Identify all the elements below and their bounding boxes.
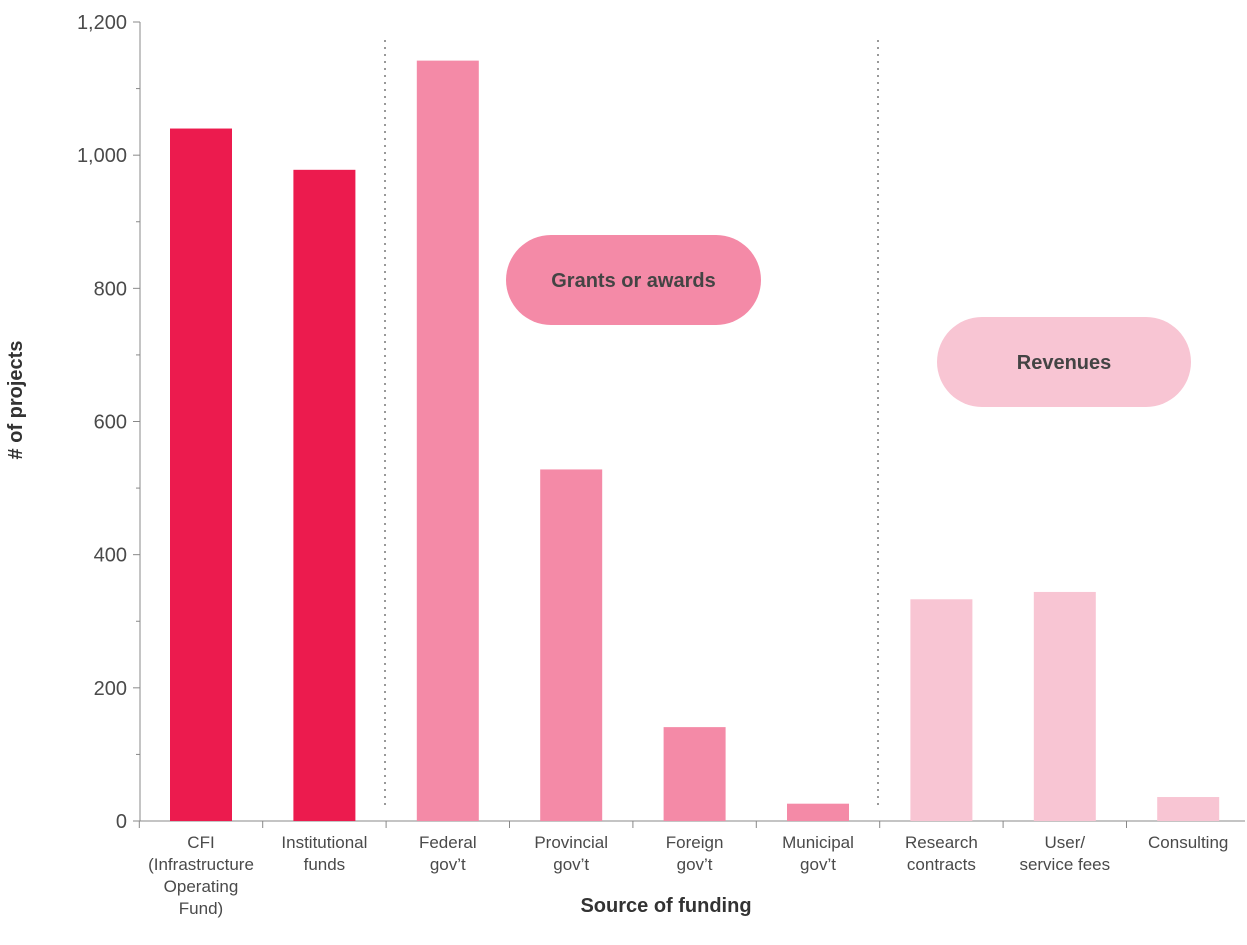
group-badge: [937, 317, 1191, 407]
x-category-label: User/service fees: [1019, 833, 1110, 874]
bar: [787, 803, 849, 821]
bar: [1157, 797, 1220, 821]
x-axis-title: Source of funding: [580, 895, 751, 917]
y-tick-label: 1,200: [77, 12, 127, 34]
category-labels: CFI (Infrastructure Operating Fund) Institut…: [148, 833, 1228, 918]
group-badge: [506, 235, 761, 325]
group-badge-label: Revenues: [1017, 352, 1112, 374]
x-category-label: Foreign gov’t: [666, 833, 724, 874]
bar: [663, 727, 726, 821]
bar: [540, 469, 603, 821]
x-category-label: CFI (Infrastructure Operating Fund): [148, 833, 254, 918]
bar: [910, 599, 973, 821]
y-tick-label: 0: [116, 811, 127, 833]
x-category-label: Institutional funds: [281, 833, 367, 874]
x-category-label: Provincial gov’t: [534, 833, 608, 874]
group-badges: Grants or awards Revenues: [506, 235, 1191, 407]
x-category-label: Federal gov’t: [419, 833, 477, 874]
bar: [416, 60, 479, 821]
y-tick-label: 800: [94, 278, 127, 300]
x-category-label: Municipal gov’t: [782, 833, 854, 874]
y-tick-label: 600: [94, 412, 127, 434]
bars: [170, 60, 1220, 822]
group-separators: [384, 40, 879, 805]
x-category-label: Consulting: [1148, 833, 1228, 852]
x-category-label: Research contracts: [905, 833, 978, 874]
bar: [293, 169, 356, 821]
y-tick-label: 200: [94, 678, 127, 700]
y-tick-label: 1,000: [77, 145, 127, 167]
bar: [1033, 591, 1096, 821]
bar: [170, 128, 232, 822]
y-tick-label: 400: [94, 545, 127, 567]
group-badge-label: Grants or awards: [551, 270, 716, 292]
y-axis-title: # of projects: [5, 341, 27, 460]
